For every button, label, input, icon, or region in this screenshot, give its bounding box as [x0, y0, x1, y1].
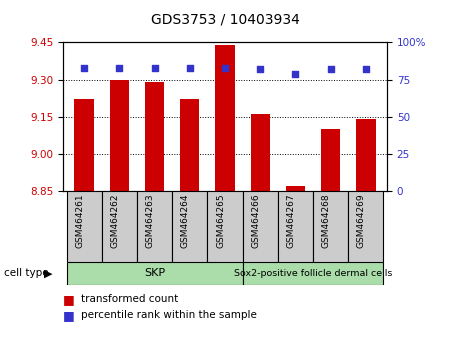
Bar	[67, 191, 102, 262]
Text: GDS3753 / 10403934: GDS3753 / 10403934	[151, 12, 299, 27]
Bar	[243, 262, 383, 285]
Bar	[313, 191, 348, 262]
Bar	[67, 262, 243, 285]
Text: GSM464267: GSM464267	[287, 193, 296, 248]
Point	[327, 67, 334, 72]
Bar	[348, 191, 383, 262]
Text: cell type: cell type	[4, 268, 49, 279]
Bar	[145, 82, 164, 191]
Point	[362, 67, 369, 72]
Text: transformed count: transformed count	[81, 294, 178, 304]
Text: GSM464263: GSM464263	[145, 193, 154, 248]
Bar	[278, 191, 313, 262]
Point	[81, 65, 88, 70]
Text: Sox2-positive follicle dermal cells: Sox2-positive follicle dermal cells	[234, 269, 392, 278]
Bar	[110, 80, 129, 191]
Text: GSM464265: GSM464265	[216, 193, 225, 248]
Text: GSM464266: GSM464266	[251, 193, 260, 248]
Bar	[172, 191, 207, 262]
Point	[221, 65, 229, 70]
Point	[292, 71, 299, 76]
Point	[186, 65, 194, 70]
Bar	[74, 99, 94, 191]
Bar	[286, 186, 305, 191]
Point	[116, 65, 123, 70]
Text: ■: ■	[63, 293, 75, 306]
Text: GSM464268: GSM464268	[322, 193, 331, 248]
Bar	[243, 191, 278, 262]
Bar	[137, 191, 172, 262]
Text: ▶: ▶	[44, 268, 53, 279]
Point	[151, 65, 158, 70]
Text: ■: ■	[63, 309, 75, 321]
Text: GSM464262: GSM464262	[110, 193, 119, 248]
Text: GSM464264: GSM464264	[181, 193, 190, 248]
Point	[256, 67, 264, 72]
Bar	[102, 191, 137, 262]
Text: SKP: SKP	[144, 268, 165, 279]
Bar	[215, 45, 235, 191]
Text: percentile rank within the sample: percentile rank within the sample	[81, 310, 257, 320]
Bar	[251, 114, 270, 191]
Text: GSM464261: GSM464261	[75, 193, 84, 248]
Bar	[321, 129, 340, 191]
Text: GSM464269: GSM464269	[357, 193, 366, 248]
Bar	[207, 191, 243, 262]
Bar	[180, 99, 199, 191]
Bar	[356, 119, 376, 191]
